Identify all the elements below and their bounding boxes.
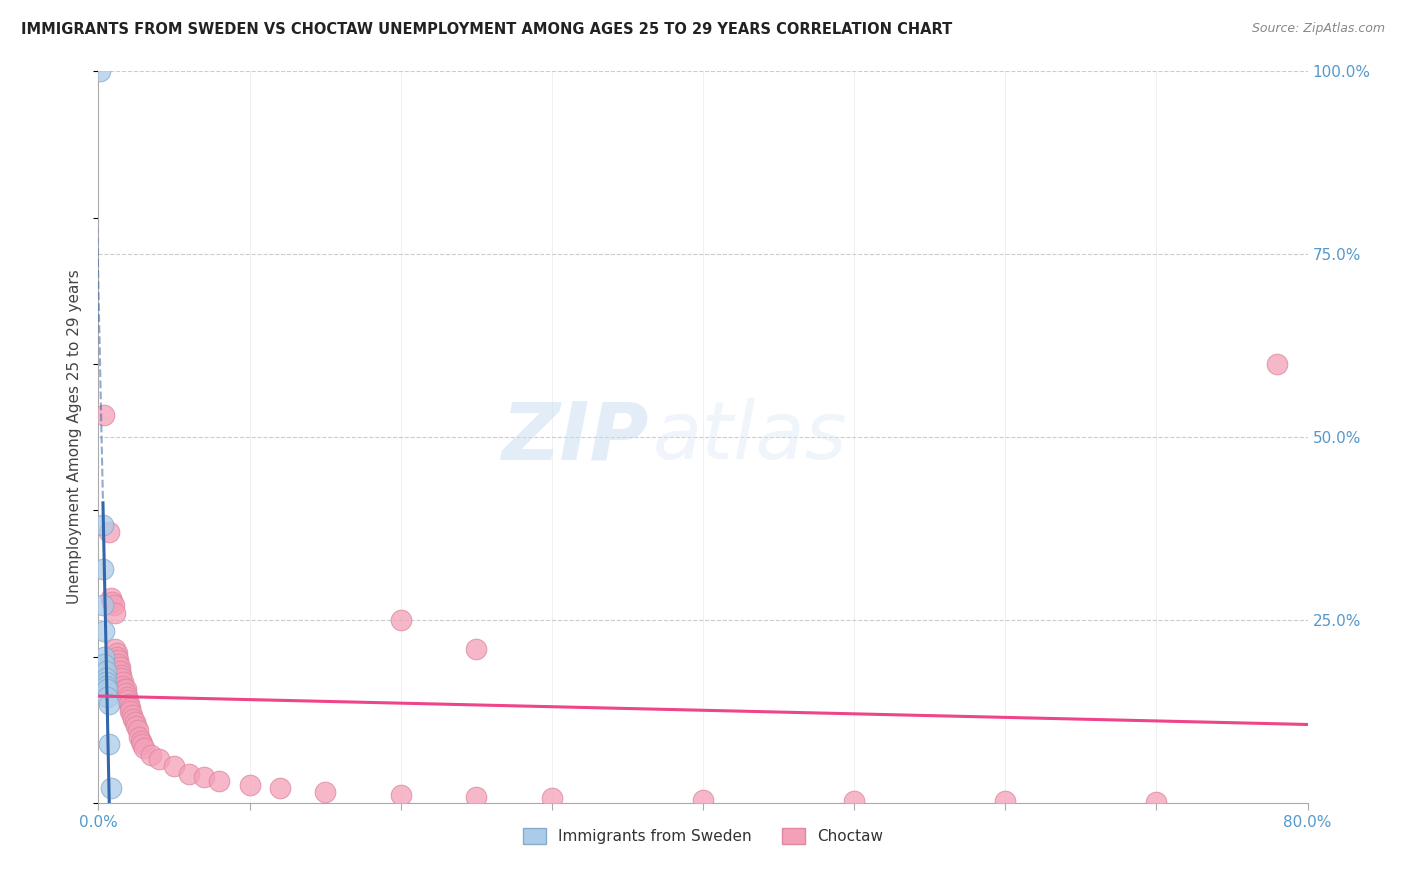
Point xyxy=(107,653,129,667)
Point xyxy=(128,730,150,744)
Point xyxy=(1267,357,1289,371)
Legend: Immigrants from Sweden, Choctaw: Immigrants from Sweden, Choctaw xyxy=(516,822,890,850)
Point xyxy=(101,594,124,608)
Point xyxy=(389,789,412,803)
Point xyxy=(141,748,163,763)
Point xyxy=(163,759,186,773)
Point xyxy=(124,715,146,730)
Point xyxy=(114,682,136,697)
Point xyxy=(132,740,155,755)
Point xyxy=(127,723,149,737)
Point xyxy=(94,672,117,686)
Point xyxy=(89,64,111,78)
Point xyxy=(125,719,148,733)
Text: IMMIGRANTS FROM SWEDEN VS CHOCTAW UNEMPLOYMENT AMONG AGES 25 TO 29 YEARS CORRELA: IMMIGRANTS FROM SWEDEN VS CHOCTAW UNEMPL… xyxy=(21,22,952,37)
Point xyxy=(96,682,118,697)
Point xyxy=(108,664,131,678)
Point xyxy=(110,667,132,681)
Text: Source: ZipAtlas.com: Source: ZipAtlas.com xyxy=(1251,22,1385,36)
Point xyxy=(1144,795,1167,809)
Point xyxy=(389,613,412,627)
Point xyxy=(93,649,115,664)
Point xyxy=(692,793,714,807)
Point xyxy=(112,682,135,697)
Point xyxy=(98,737,121,751)
Text: atlas: atlas xyxy=(652,398,846,476)
Point xyxy=(111,679,134,693)
Point xyxy=(104,606,127,620)
Point xyxy=(122,712,145,726)
Point xyxy=(115,690,138,704)
Point xyxy=(131,737,153,751)
Point xyxy=(105,646,128,660)
Point xyxy=(269,781,291,796)
Point xyxy=(94,679,117,693)
Point xyxy=(96,690,118,704)
Point xyxy=(98,525,121,540)
Point xyxy=(107,657,129,671)
Point xyxy=(239,778,262,792)
Point xyxy=(193,770,215,784)
Point xyxy=(208,773,231,788)
Point xyxy=(111,675,134,690)
Point xyxy=(93,408,115,422)
Point xyxy=(120,705,142,719)
Point xyxy=(105,649,128,664)
Point xyxy=(91,562,114,576)
Point xyxy=(465,642,488,657)
Point xyxy=(118,697,141,711)
Point xyxy=(148,752,170,766)
Point xyxy=(103,599,125,613)
Point xyxy=(844,794,866,808)
Point xyxy=(115,693,138,707)
Y-axis label: Unemployment Among Ages 25 to 29 years: Unemployment Among Ages 25 to 29 years xyxy=(67,269,83,605)
Point xyxy=(93,624,115,638)
Point xyxy=(93,657,115,671)
Point xyxy=(94,664,117,678)
Point xyxy=(179,766,201,780)
Point xyxy=(100,591,122,605)
Point xyxy=(91,517,114,532)
Point xyxy=(994,794,1017,808)
Point xyxy=(121,708,143,723)
Point xyxy=(120,700,142,714)
Text: ZIP: ZIP xyxy=(501,398,648,476)
Point xyxy=(114,686,136,700)
Point xyxy=(100,781,122,796)
Point xyxy=(98,697,121,711)
Point xyxy=(540,791,562,805)
Point xyxy=(94,675,117,690)
Point xyxy=(108,660,131,674)
Point xyxy=(465,789,488,804)
Point xyxy=(110,672,132,686)
Point xyxy=(314,785,336,799)
Point xyxy=(104,642,127,657)
Point xyxy=(91,599,114,613)
Point xyxy=(129,733,152,747)
